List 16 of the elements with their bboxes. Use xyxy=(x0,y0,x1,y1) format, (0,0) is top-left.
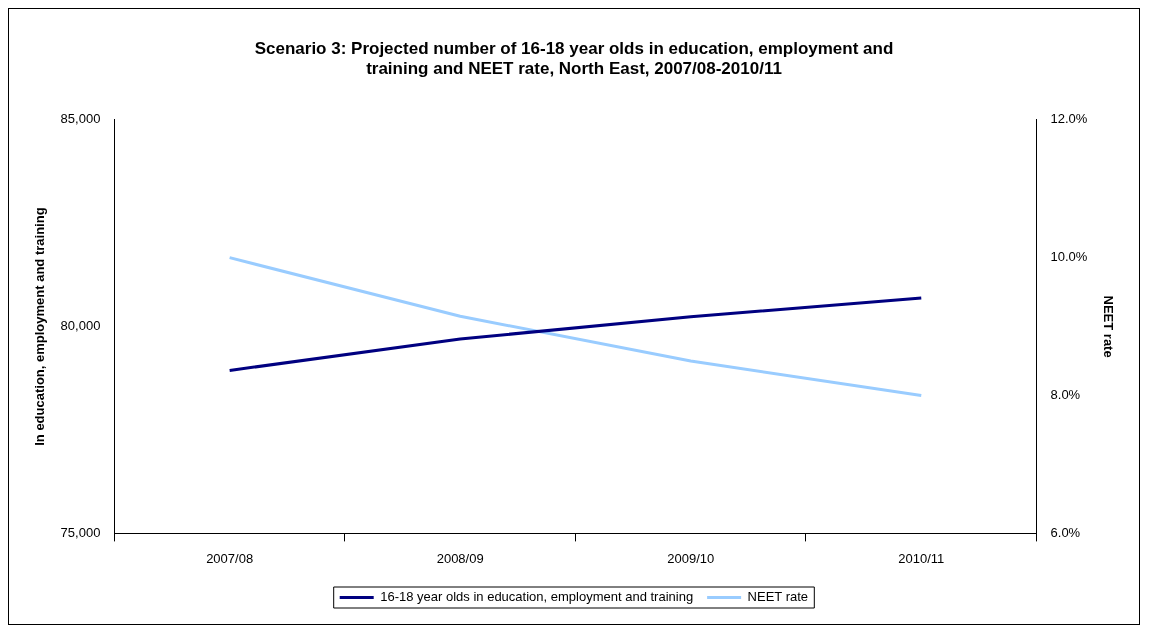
legend-label: NEET rate xyxy=(747,589,809,605)
x-tick-label: 2010/11 xyxy=(898,550,945,566)
y2-tick-label: 10.0% xyxy=(1050,249,1088,265)
y-tick-label: 85,000 xyxy=(60,111,101,127)
y2-tick-label: 8.0% xyxy=(1050,387,1081,403)
y2-axis-title: NEET rate xyxy=(1100,295,1116,358)
y2-tick-label: 12.0% xyxy=(1050,111,1088,127)
x-tick-label: 2007/08 xyxy=(206,550,254,566)
y-tick-label: 80,000 xyxy=(60,318,101,334)
y-axis-title: In education, employment and training xyxy=(32,207,48,446)
chart-title: Scenario 3: Projected number of 16-18 year olds in education, employment and training and NEET rate, North East, 2007/08-2010/11 xyxy=(254,38,894,79)
y2-tick-label: 6.0% xyxy=(1050,524,1081,540)
legend-label: 16-18 year olds in education, employment and training xyxy=(380,589,694,605)
x-tick-label: 2009/10 xyxy=(667,550,715,566)
x-tick-label: 2008/09 xyxy=(436,550,484,566)
y-tick-label: 75,000 xyxy=(60,524,101,540)
